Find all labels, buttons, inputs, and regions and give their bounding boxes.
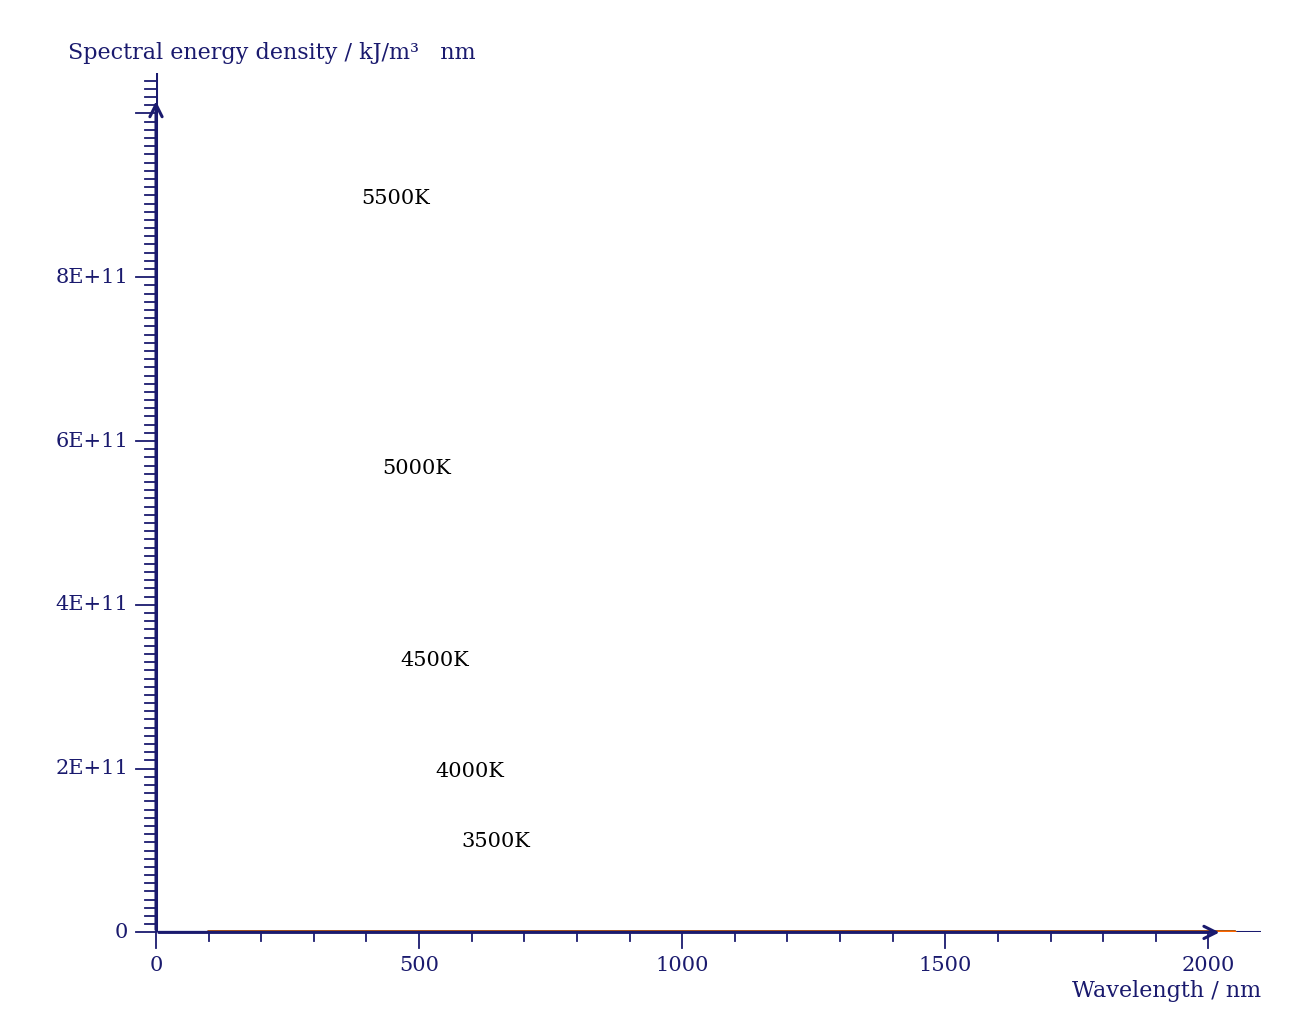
- Text: 5500K: 5500K: [361, 189, 430, 207]
- Text: 1500: 1500: [919, 955, 972, 975]
- Text: 0: 0: [114, 923, 129, 942]
- Text: 4E+11: 4E+11: [56, 596, 129, 614]
- Text: 500: 500: [399, 955, 439, 975]
- Text: 2000: 2000: [1182, 955, 1235, 975]
- Text: 1000: 1000: [655, 955, 709, 975]
- Text: 2E+11: 2E+11: [56, 759, 129, 778]
- Text: 4500K: 4500K: [400, 652, 469, 670]
- Text: 3500K: 3500K: [462, 832, 530, 851]
- Text: Spectral energy density / kJ/m³   nm: Spectral energy density / kJ/m³ nm: [68, 41, 476, 64]
- Text: 4000K: 4000K: [436, 761, 504, 781]
- Text: 8E+11: 8E+11: [56, 267, 129, 287]
- Text: 0: 0: [150, 955, 162, 975]
- Text: Wavelength / nm: Wavelength / nm: [1072, 980, 1261, 1002]
- Text: 6E+11: 6E+11: [56, 432, 129, 451]
- Text: 5000K: 5000K: [382, 459, 451, 478]
